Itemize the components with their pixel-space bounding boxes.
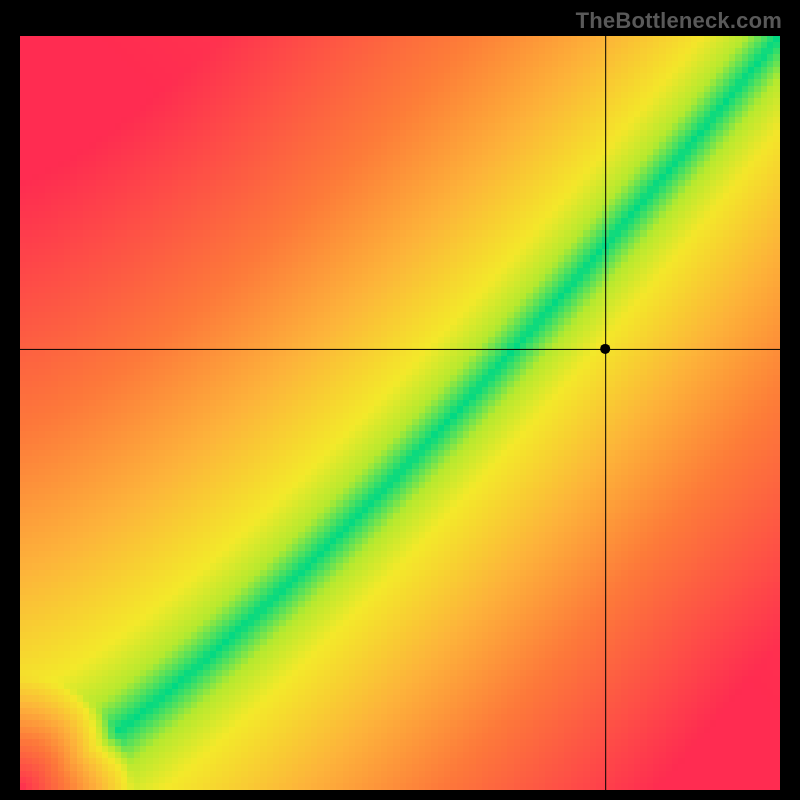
bottleneck-heatmap <box>20 36 780 790</box>
watermark-text: TheBottleneck.com <box>576 8 782 34</box>
plot-frame <box>20 36 780 790</box>
chart-container: TheBottleneck.com <box>0 0 800 800</box>
